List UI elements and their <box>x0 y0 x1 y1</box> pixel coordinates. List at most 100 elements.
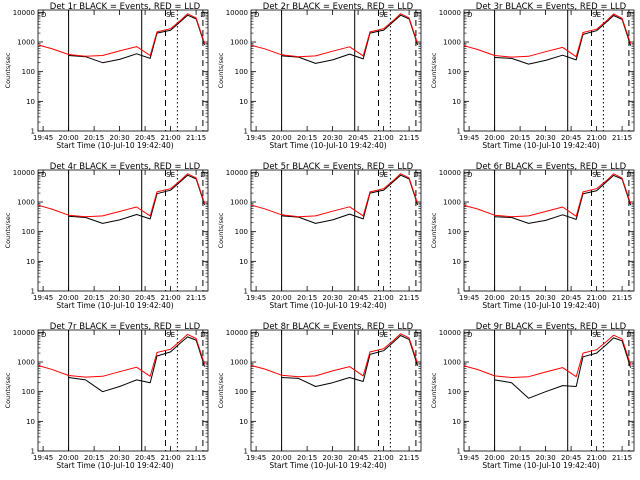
y-tick-label: 10 <box>26 258 35 266</box>
flag-label: D <box>413 331 418 339</box>
plot-frame <box>250 9 422 132</box>
x-tick-label: 21:00 <box>374 454 394 462</box>
x-tick-label: 21:15 <box>612 294 632 302</box>
y-axis-label: Counts/sec <box>217 372 225 408</box>
x-tick-label: 20:00 <box>485 454 505 462</box>
y-axis-label: Counts/sec <box>430 52 438 88</box>
y-tick-label: 1000 <box>443 39 461 47</box>
chart-panel-det-6: Det 6r BLACK = Events, RED = LLD 1 10 100 10… <box>426 160 639 320</box>
x-tick-label: 21:00 <box>587 134 607 142</box>
x-tick-label: 20:00 <box>272 134 292 142</box>
series-line-lld <box>37 13 206 57</box>
y-tick-label: 1 <box>31 448 35 456</box>
x-tick-label: 20:30 <box>323 134 343 142</box>
series-line-events <box>281 174 419 224</box>
x-axis-label: Start Time (10-Jul-10 19:42:40) <box>269 301 386 310</box>
y-tick-label: 10 <box>239 418 248 426</box>
x-tick-label: 20:15 <box>84 294 104 302</box>
series-line-events <box>494 174 632 224</box>
x-tick-label: 20:30 <box>536 454 556 462</box>
x-axis-label: Start Time (10-Jul-10 19:42:40) <box>482 301 599 310</box>
y-tick-label: 10 <box>239 258 248 266</box>
y-tick-label: 1 <box>31 288 35 296</box>
y-tick-label: 1 <box>244 288 248 296</box>
x-tick-label: 20:45 <box>135 294 155 302</box>
x-tick-label: 21:00 <box>161 134 181 142</box>
flag-label: SE <box>592 171 601 179</box>
y-tick-label: 1 <box>457 288 461 296</box>
flag-label: D <box>413 171 418 179</box>
flag-label: D <box>467 171 472 179</box>
x-tick-label: 20:15 <box>84 454 104 462</box>
chart-title: Det 1r BLACK = Events, RED = LLD <box>50 2 201 12</box>
y-tick-label: 1000 <box>17 39 35 47</box>
x-axis-label: Start Time (10-Jul-10 19:42:40) <box>269 461 386 470</box>
flag-label: D <box>254 331 259 339</box>
x-tick-label: 19:45 <box>459 454 479 462</box>
y-tick-label: 10 <box>452 418 461 426</box>
y-axis-label: Counts/sec <box>217 52 225 88</box>
x-axis-label: Start Time (10-Jul-10 19:42:40) <box>56 461 173 470</box>
x-tick-label: 21:15 <box>612 134 632 142</box>
y-tick-label: 10000 <box>13 169 35 177</box>
y-tick-label: 10 <box>239 98 248 106</box>
chart-svg-det-6: Det 6r BLACK = Events, RED = LLD 1 10 100 10… <box>430 162 635 310</box>
x-tick-label: 21:15 <box>186 294 206 302</box>
plot-frame <box>463 9 635 132</box>
chart-title: Det 7r BLACK = Events, RED = LLD <box>50 322 201 332</box>
x-tick-label: 20:15 <box>297 294 317 302</box>
y-tick-label: 10000 <box>439 169 461 177</box>
series-line-lld <box>37 333 206 378</box>
x-tick-label: 21:15 <box>186 134 206 142</box>
x-tick-label: 20:45 <box>348 294 368 302</box>
y-tick-label: 10000 <box>226 169 248 177</box>
series-line-events <box>494 15 632 65</box>
chart-title: Det 6r BLACK = Events, RED = LLD <box>476 162 627 172</box>
chart-title: Det 4r BLACK = Events, RED = LLD <box>50 162 201 172</box>
x-tick-label: 21:15 <box>612 454 632 462</box>
x-tick-label: 20:45 <box>348 134 368 142</box>
x-tick-label: 20:00 <box>59 454 79 462</box>
y-tick-label: 10 <box>26 418 35 426</box>
y-tick-label: 1000 <box>230 199 248 207</box>
y-tick-label: 1000 <box>230 359 248 367</box>
chart-svg-det-4: Det 4r BLACK = Events, RED = LLD 1 10 100 10… <box>4 162 209 310</box>
flag-label: D <box>200 11 205 19</box>
flag-label: SE <box>166 171 175 179</box>
y-tick-label: 10000 <box>439 329 461 337</box>
x-tick-label: 20:45 <box>561 294 581 302</box>
plot-frame <box>463 329 635 452</box>
x-tick-label: 21:00 <box>587 294 607 302</box>
x-tick-label: 20:30 <box>323 294 343 302</box>
flag-label: D <box>467 331 472 339</box>
x-tick-label: 20:15 <box>84 134 104 142</box>
chart-title: Det 3r BLACK = Events, RED = LLD <box>476 2 627 12</box>
x-axis-label: Start Time (10-Jul-10 19:42:40) <box>56 141 173 150</box>
flag-label: D <box>467 11 472 19</box>
x-tick-label: 20:00 <box>59 134 79 142</box>
flag-label: SE <box>166 331 175 339</box>
x-tick-label: 21:15 <box>399 294 419 302</box>
y-tick-label: 1 <box>244 128 248 136</box>
x-tick-label: 20:00 <box>485 294 505 302</box>
y-axis-label: Counts/sec <box>4 372 12 408</box>
y-tick-label: 100 <box>448 388 461 396</box>
y-tick-label: 1 <box>31 128 35 136</box>
flag-label: D <box>626 11 631 19</box>
chart-svg-det-3: Det 3r BLACK = Events, RED = LLD 1 10 100 10… <box>430 2 635 150</box>
flag-label: SE <box>592 11 601 19</box>
y-tick-label: 10 <box>452 258 461 266</box>
x-tick-label: 21:00 <box>587 454 607 462</box>
x-tick-label: 21:00 <box>161 294 181 302</box>
y-tick-label: 1000 <box>230 39 248 47</box>
chart-title: Det 9r BLACK = Events, RED = LLD <box>476 322 627 332</box>
y-axis-label: Counts/sec <box>430 372 438 408</box>
plot-frame <box>463 169 635 292</box>
chart-svg-det-5: Det 5r BLACK = Events, RED = LLD 1 10 100 10… <box>217 162 422 310</box>
x-tick-label: 20:00 <box>272 454 292 462</box>
series-line-lld <box>250 13 419 58</box>
x-tick-label: 19:45 <box>246 134 266 142</box>
y-tick-label: 1000 <box>17 359 35 367</box>
x-axis-label: Start Time (10-Jul-10 19:42:40) <box>269 141 386 150</box>
x-tick-label: 20:30 <box>323 454 343 462</box>
